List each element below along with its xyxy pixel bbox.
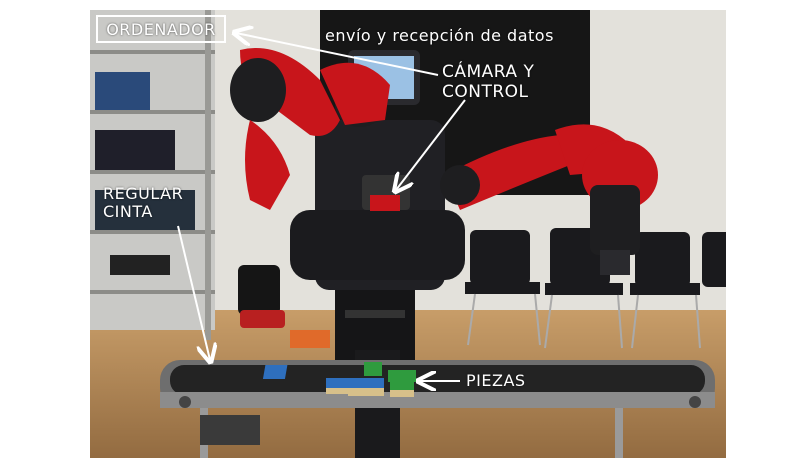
arrow-camara [396, 99, 466, 190]
workpieces [262, 362, 416, 397]
label-camara-line2: CONTROL [442, 82, 529, 102]
label-regular-line1: REGULAR [103, 184, 184, 203]
arrow-regular-cinta [177, 225, 210, 360]
photo-illustration [90, 10, 726, 458]
robot-workcell-photo [90, 10, 726, 458]
compressor [238, 265, 285, 328]
label-envio-recepcion-datos: envío y recepción de datos [325, 26, 554, 45]
orange-box [290, 330, 330, 348]
label-ordenador: ORDENADOR [96, 15, 226, 43]
label-camara-control: CÁMARA Y CONTROL [442, 62, 534, 102]
label-camara-line1: CÁMARA Y [442, 62, 535, 82]
robot-left-arm [230, 48, 390, 210]
label-regular-cinta: REGULAR CINTA [103, 185, 183, 221]
label-piezas: PIEZAS [466, 371, 526, 390]
label-regular-line2: CINTA [103, 202, 153, 221]
arrow-ordenador [236, 33, 439, 76]
robot-right-arm [440, 124, 658, 275]
bookshelf [90, 10, 215, 340]
